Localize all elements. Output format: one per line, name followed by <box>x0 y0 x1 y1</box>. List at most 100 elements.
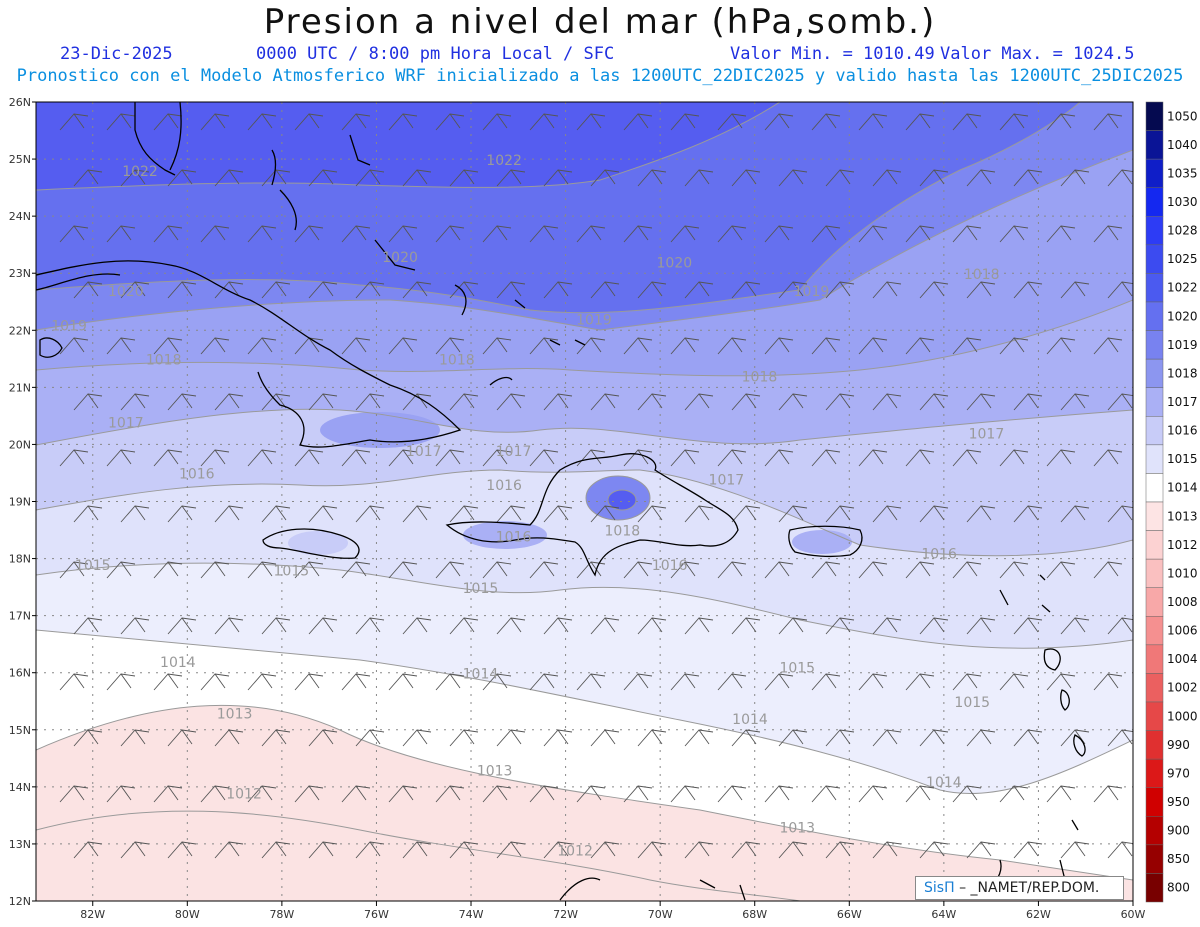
colorbar-swatch <box>1145 873 1164 903</box>
colorbar-swatch <box>1145 644 1164 674</box>
wind-barb <box>590 281 620 299</box>
wind-barb <box>1093 785 1123 803</box>
wind-barb <box>214 281 244 299</box>
wind-barb <box>449 617 479 635</box>
wind-barb <box>167 393 197 411</box>
wind-barb <box>543 841 573 859</box>
wind-barb <box>543 169 573 187</box>
y-tick-label: 14N <box>9 781 31 794</box>
colorbar-swatch <box>1145 158 1164 188</box>
puerto-rico-coast <box>788 525 863 558</box>
wind-barb <box>543 729 573 747</box>
wind-barb <box>449 841 479 859</box>
wind-barb <box>308 393 338 411</box>
bahamas-islands <box>271 134 586 386</box>
wind-barb <box>120 841 150 859</box>
wind-barb <box>717 449 747 467</box>
cuba-west <box>36 273 121 291</box>
wind-barb <box>1060 169 1090 187</box>
wind-barb <box>764 673 794 691</box>
wind-barb <box>341 785 371 803</box>
contour-label: 1015 <box>463 581 499 597</box>
wind-barb <box>106 225 136 243</box>
wind-barb <box>449 729 479 747</box>
wind-barb <box>106 113 136 131</box>
colorbar-swatch <box>1145 816 1164 846</box>
wind-barb <box>435 337 465 355</box>
wind-barb <box>717 561 747 579</box>
wind-barb <box>576 561 606 579</box>
wind-barb <box>402 169 432 187</box>
colorbar-swatch <box>1145 673 1164 703</box>
wind-barb <box>482 225 512 243</box>
x-tick-label: 66W <box>837 908 862 921</box>
wind-barb <box>590 617 620 635</box>
wind-barb <box>153 673 183 691</box>
wind-barb <box>952 785 982 803</box>
contour-label: 1018 <box>964 267 1000 283</box>
wind-barb <box>637 729 667 747</box>
wind-barb <box>919 281 949 299</box>
wind-barb <box>684 505 714 523</box>
wind-barb <box>1060 281 1090 299</box>
wind-barb <box>637 393 667 411</box>
wind-barb <box>1093 337 1123 355</box>
contour-label: 1014 <box>160 655 196 671</box>
model-subtitle: Pronostico con el Modelo Atmosferico WRF… <box>16 66 1184 86</box>
wind-barb <box>731 729 761 747</box>
wind-barb <box>590 841 620 859</box>
wind-barb <box>435 449 465 467</box>
colorbar-swatch <box>1145 101 1164 131</box>
wind-barb <box>1093 225 1123 243</box>
colorbar-label: 1050 <box>1167 109 1198 123</box>
wind-barb <box>214 505 244 523</box>
wind-barb <box>905 673 935 691</box>
colorbar-label: 1028 <box>1167 224 1198 238</box>
wind-barb <box>670 337 700 355</box>
y-tick-label: 12N <box>9 895 31 908</box>
wind-barb <box>1060 505 1090 523</box>
wind-barb <box>590 505 620 523</box>
wind-barb <box>543 617 573 635</box>
y-tick-label: 15N <box>9 724 31 737</box>
wind-barb <box>731 505 761 523</box>
wind-barb <box>106 337 136 355</box>
wind-barb <box>811 449 841 467</box>
hispaniola-coast <box>445 453 739 577</box>
x-tick-label: 60W <box>1121 908 1146 921</box>
colorbar-label: 900 <box>1167 824 1190 838</box>
wind-barb <box>952 225 982 243</box>
wind-barb <box>308 617 338 635</box>
colorbar-label: 1020 <box>1167 309 1198 323</box>
wind-barb <box>496 505 526 523</box>
wind-barb <box>167 841 197 859</box>
wind-barb <box>1107 281 1133 299</box>
wind-barb <box>200 449 230 467</box>
wind-barb <box>905 449 935 467</box>
wind-barb <box>576 113 606 131</box>
wind-barb <box>905 113 935 131</box>
colorbar-label: 850 <box>1167 852 1190 866</box>
wind-barb <box>247 785 277 803</box>
colorbar-label: 1040 <box>1167 138 1198 152</box>
wind-barb <box>670 449 700 467</box>
colorbar-swatch <box>1145 473 1164 503</box>
pressure-shading <box>36 102 1133 901</box>
wind-barb <box>684 393 714 411</box>
wind-barb <box>543 505 573 523</box>
wind-barb <box>811 785 841 803</box>
wind-barb <box>214 841 244 859</box>
wind-barb <box>858 673 888 691</box>
wind-barb <box>637 169 667 187</box>
colorbar-swatch <box>1145 787 1164 817</box>
wind-barb <box>120 729 150 747</box>
wind-barb <box>496 841 526 859</box>
contour-label: 1017 <box>496 444 532 460</box>
wind-barb <box>355 729 385 747</box>
colorbar-label: 1006 <box>1167 624 1198 638</box>
wind-barb <box>1013 505 1043 523</box>
wind-barb <box>872 729 902 747</box>
wind-barb <box>435 785 465 803</box>
wind-barb <box>778 505 808 523</box>
contour-label: 1020 <box>108 284 144 300</box>
